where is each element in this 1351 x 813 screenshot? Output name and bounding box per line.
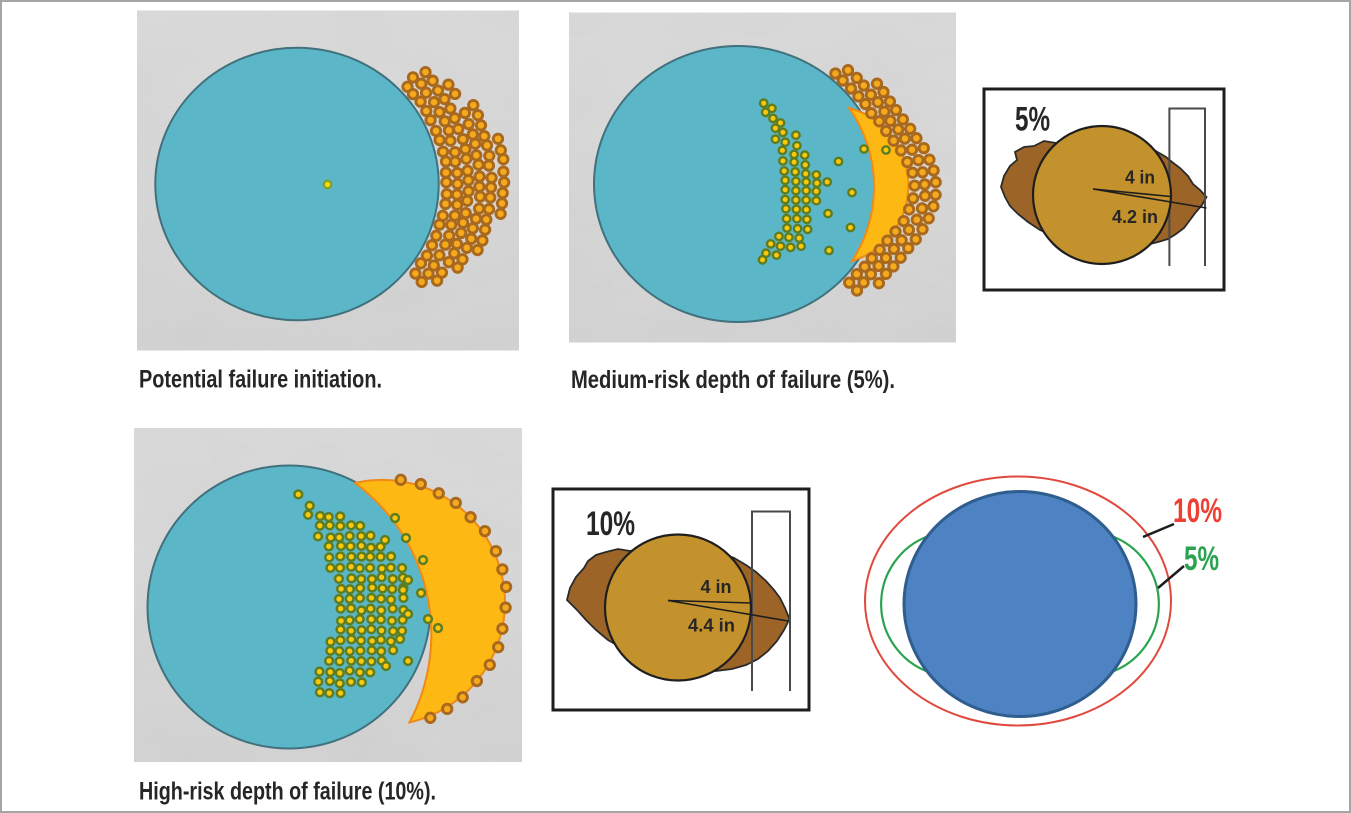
svg-text:4.4 in: 4.4 in — [688, 616, 735, 636]
svg-text:5%: 5% — [1184, 540, 1219, 578]
svg-text:5%: 5% — [1015, 101, 1050, 139]
svg-text:10%: 10% — [1173, 492, 1222, 530]
svg-text:Medium-risk depth of failure (: Medium-risk depth of failure (5%). — [571, 366, 895, 394]
svg-text:4.2 in: 4.2 in — [1112, 207, 1158, 227]
svg-text:Potential failure initiation.: Potential failure initiation. — [139, 366, 382, 394]
svg-text:4 in: 4 in — [701, 577, 732, 597]
svg-text:10%: 10% — [586, 505, 635, 543]
svg-text:4 in: 4 in — [1125, 168, 1155, 188]
svg-text:High-risk depth of failure (10: High-risk depth of failure (10%). — [139, 778, 436, 806]
